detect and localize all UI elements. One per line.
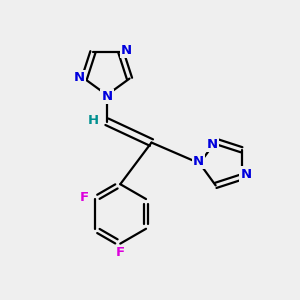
Text: N: N xyxy=(121,44,132,57)
Text: N: N xyxy=(207,138,218,152)
Text: F: F xyxy=(80,191,89,204)
Text: N: N xyxy=(101,90,112,103)
Text: N: N xyxy=(74,70,85,84)
Text: F: F xyxy=(116,246,125,259)
Text: N: N xyxy=(241,167,252,181)
Text: H: H xyxy=(88,114,99,127)
Text: N: N xyxy=(193,155,204,168)
